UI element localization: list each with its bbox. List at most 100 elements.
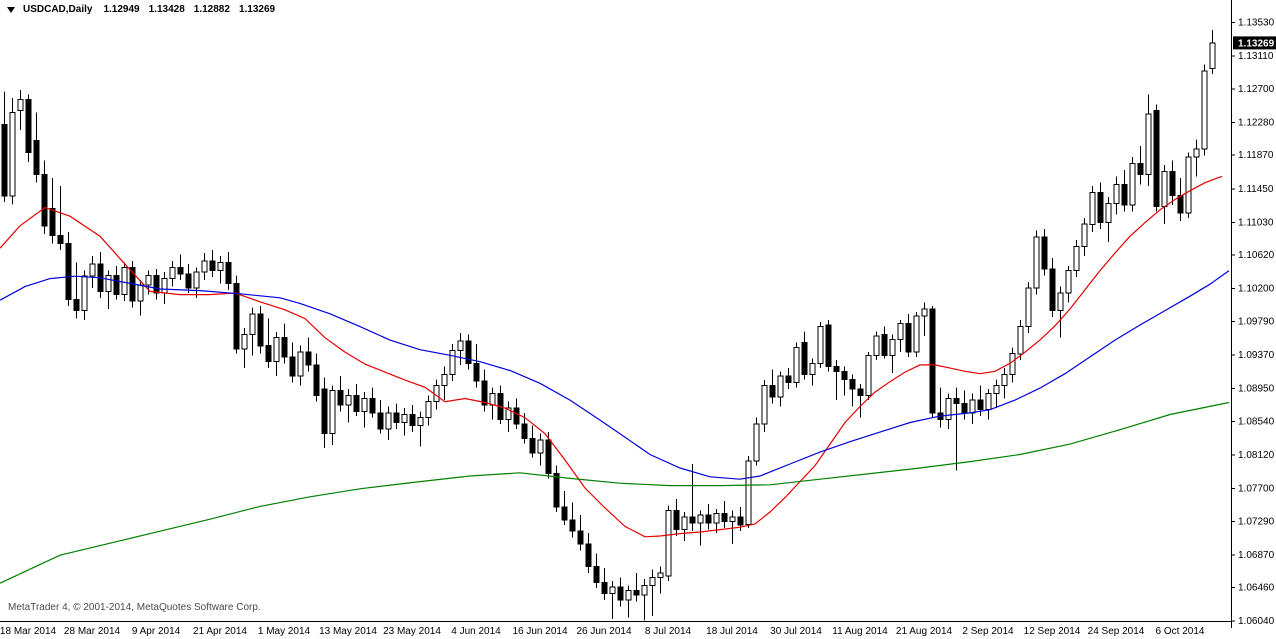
candle-body	[81, 275, 88, 312]
candle-body	[777, 375, 784, 398]
price-axis-label: 1.09790	[1238, 317, 1275, 328]
candle-body	[545, 439, 552, 475]
current-price-label: 1.13269	[1238, 38, 1275, 49]
candle-body	[849, 378, 856, 390]
quote-open: 1.12949	[103, 4, 140, 15]
candle-body	[9, 111, 16, 197]
candle-body	[633, 589, 640, 596]
candle-body	[25, 99, 32, 153]
candle-body	[1049, 268, 1056, 312]
candle-body	[577, 530, 584, 545]
quote-header: USDCAD,Daily 1.12949 1.13428 1.12882 1.1…	[7, 4, 275, 15]
candle-body	[1041, 236, 1048, 270]
candle-body	[881, 334, 888, 356]
price-axis-label: 1.10200	[1238, 284, 1275, 295]
candle-body	[1169, 171, 1176, 196]
candle-body	[729, 516, 736, 523]
candle-body	[249, 313, 256, 336]
candle-body	[609, 586, 616, 594]
time-axis-label: 12 Sep 2014	[1024, 626, 1081, 637]
candle-body	[401, 414, 408, 423]
price-axis-label: 1.06870	[1238, 550, 1275, 561]
candle-body	[153, 274, 160, 294]
candle-body	[929, 308, 936, 414]
candle-body	[697, 514, 704, 524]
candle-body	[873, 335, 880, 356]
candle-body	[217, 262, 224, 272]
candle-body	[585, 543, 592, 567]
candle-body	[441, 374, 448, 387]
candle-body	[665, 509, 672, 577]
candle-body	[385, 412, 392, 430]
symbol-dropdown-icon[interactable]	[7, 6, 15, 13]
candle-body	[825, 324, 832, 368]
candle-body	[265, 345, 272, 363]
candle-body	[233, 282, 240, 350]
price-axis-label: 1.08950	[1238, 384, 1275, 395]
candle-body	[1145, 113, 1152, 176]
candle-body	[1073, 246, 1080, 272]
candle-body	[625, 589, 632, 601]
candle-body	[745, 460, 752, 526]
candle-body	[329, 390, 336, 435]
candle-body	[977, 399, 984, 411]
ma-slow-green-line	[0, 401, 1230, 584]
candle-body	[833, 366, 840, 372]
candle-body	[89, 263, 96, 277]
candle-body	[513, 407, 520, 425]
candle-body	[721, 513, 728, 523]
candle-body	[489, 393, 496, 406]
candle-body	[1097, 191, 1104, 224]
candle-body	[569, 519, 576, 532]
candle-body	[297, 351, 304, 377]
time-axis-label: 11 Aug 2014	[832, 626, 888, 637]
candle-body	[449, 350, 456, 375]
time-axis-label: 2 Sep 2014	[962, 626, 1014, 637]
candle-body	[897, 322, 904, 340]
candle-body	[1105, 203, 1112, 224]
candle-body	[913, 315, 920, 353]
candle-body	[1001, 374, 1008, 387]
candle-body	[121, 266, 128, 296]
price-axis-label: 1.11450	[1238, 184, 1274, 195]
candle-body	[993, 385, 1000, 395]
candle-body	[313, 364, 320, 396]
price-axis-label: 1.08540	[1238, 416, 1275, 427]
time-axis-label: 4 Jun 2014	[451, 626, 501, 637]
candle-body	[889, 338, 896, 356]
candle-body	[761, 385, 768, 425]
candle-body	[1, 123, 8, 197]
candle-body	[1081, 223, 1088, 248]
candle-body	[753, 423, 760, 462]
candle-body	[65, 242, 72, 300]
candle-body	[57, 234, 64, 244]
candle-body	[713, 513, 720, 524]
candle-body	[1065, 270, 1072, 294]
quote-low: 1.12882	[193, 4, 230, 15]
candle-body	[1017, 326, 1024, 355]
price-axis-label: 1.06460	[1238, 583, 1275, 594]
price-axis-label: 1.13110	[1238, 51, 1274, 62]
candle-body	[1121, 183, 1128, 206]
candle-body	[985, 393, 992, 411]
time-axis-label: 18 Mar 2014	[0, 626, 57, 637]
candle-body	[481, 380, 488, 406]
time-axis-label: 24 Sep 2014	[1088, 626, 1145, 637]
candle-body	[105, 274, 112, 292]
candle-body	[561, 506, 568, 521]
price-axis-label: 1.06040	[1238, 616, 1275, 627]
price-axis-label: 1.11030	[1238, 217, 1274, 228]
candle-body	[145, 274, 152, 286]
time-axis-label: 23 May 2014	[383, 626, 441, 637]
price-axis-label: 1.11870	[1238, 150, 1274, 161]
price-axis-label: 1.13530	[1238, 18, 1275, 29]
candle-body	[1177, 195, 1184, 214]
candle-body	[465, 340, 472, 364]
candle-body	[1025, 287, 1032, 328]
candle-body	[273, 337, 280, 363]
candle-body	[337, 390, 344, 406]
candle-body	[41, 174, 48, 227]
candle-body	[137, 284, 144, 302]
candle-body	[257, 313, 264, 347]
